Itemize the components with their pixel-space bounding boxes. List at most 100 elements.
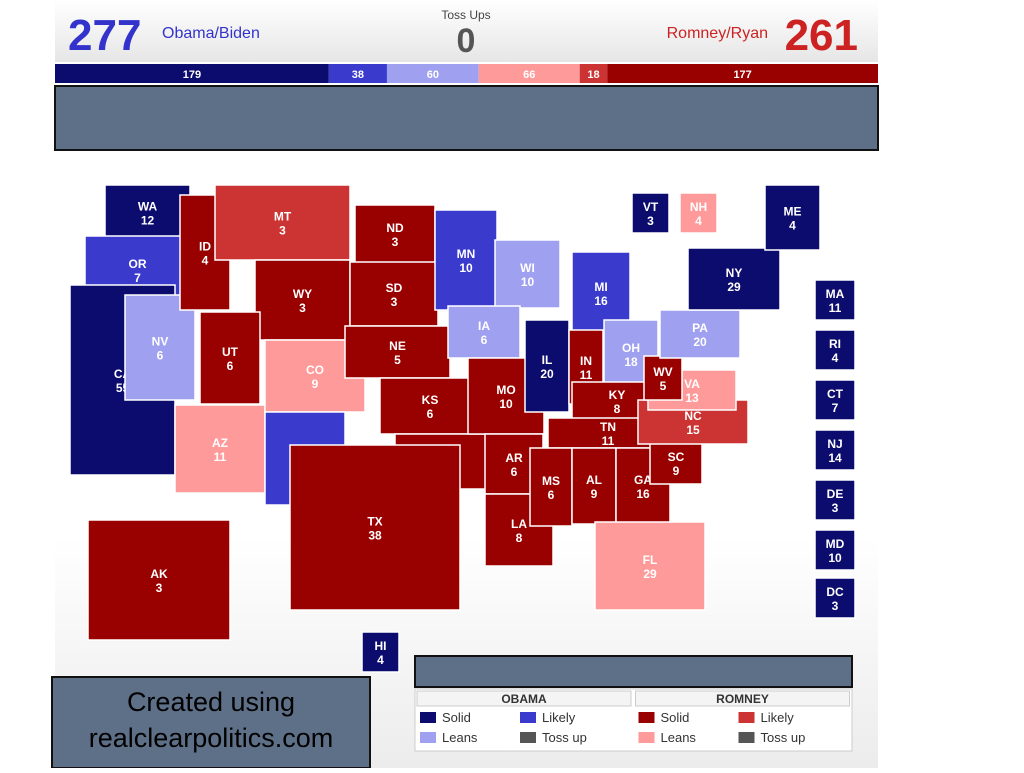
state-abbr: GA <box>634 473 652 487</box>
state-abbr: RI <box>829 337 841 351</box>
state-abbr: AK <box>150 567 168 581</box>
legend-header <box>635 690 850 707</box>
state-votes: 15 <box>686 423 700 437</box>
middle-total: 0 <box>457 22 476 60</box>
state-abbr: UT <box>222 345 239 359</box>
state-abbr: MI <box>594 280 607 294</box>
state <box>571 447 617 525</box>
state <box>174 404 266 494</box>
state-votes: 29 <box>643 567 657 581</box>
state <box>814 529 856 571</box>
state-abbr: AZ <box>212 436 228 450</box>
state <box>344 325 451 379</box>
bar-label: 18 <box>587 69 599 81</box>
legend-swatch <box>638 712 655 723</box>
state <box>379 377 481 435</box>
state <box>289 444 461 611</box>
state <box>814 329 856 371</box>
state-abbr: KS <box>422 393 439 407</box>
bar-segment <box>328 64 387 83</box>
legend-label: Solid <box>442 710 471 725</box>
state <box>354 204 436 264</box>
state <box>87 519 231 641</box>
state-votes: 29 <box>727 280 741 294</box>
bar-segment <box>579 64 608 83</box>
state-abbr: WA <box>138 200 158 214</box>
right-label: Romney/Ryan <box>667 25 768 42</box>
state-votes: 4 <box>789 219 796 233</box>
state <box>524 319 570 413</box>
state-abbr: DC <box>826 585 844 599</box>
legend-label: Toss up <box>761 730 806 745</box>
state-votes: 9 <box>591 487 598 501</box>
bar-label: 66 <box>523 69 535 81</box>
bar-segment <box>55 64 329 83</box>
state-abbr: IL <box>542 353 553 367</box>
state-abbr: IA <box>478 319 490 333</box>
state-votes: 3 <box>156 581 163 595</box>
cover-box <box>54 85 879 151</box>
state-abbr: NH <box>690 200 707 214</box>
state <box>643 355 683 401</box>
bar-label: 177 <box>733 69 751 81</box>
state-votes: 12 <box>141 214 155 228</box>
state-votes: 6 <box>481 333 488 347</box>
state-abbr: SD <box>386 281 403 295</box>
cover-box <box>414 655 853 688</box>
state-votes: 6 <box>227 359 234 373</box>
state-votes: 5 <box>660 379 667 393</box>
state-votes: 11 <box>602 434 615 448</box>
state-votes: 9 <box>312 377 319 391</box>
state-votes: 6 <box>548 488 555 502</box>
legend-label: Leans <box>661 730 697 745</box>
right-total: 261 <box>785 11 858 60</box>
state-abbr: NE <box>389 339 406 353</box>
header-bg <box>55 0 878 62</box>
legend-swatch <box>520 712 536 723</box>
caption: Created using <box>127 687 295 717</box>
legend-swatch <box>520 732 536 743</box>
state-votes: 8 <box>614 402 621 416</box>
state-votes: 5 <box>394 353 401 367</box>
state-abbr: MO <box>496 383 515 397</box>
state <box>814 379 856 421</box>
state-votes: 3 <box>832 501 839 515</box>
legend-label: Likely <box>542 710 576 725</box>
state-abbr: WV <box>653 365 672 379</box>
state-abbr: CO <box>306 363 324 377</box>
state <box>814 429 856 471</box>
state-votes: 11 <box>829 301 842 315</box>
state-abbr: NJ <box>827 437 842 451</box>
state-votes: 6 <box>511 465 518 479</box>
legend-label: Solid <box>661 710 690 725</box>
state <box>687 247 781 311</box>
legend: OBAMA Solid Likely Leans Toss up ROMNEY Solid L… <box>414 688 853 752</box>
caption-box <box>51 676 371 769</box>
bar-label: 179 <box>183 69 201 81</box>
state-votes: 3 <box>391 295 398 309</box>
state-abbr: PA <box>692 321 708 335</box>
state-abbr: NC <box>684 409 702 423</box>
state <box>494 239 561 309</box>
state <box>199 311 261 405</box>
state <box>659 309 741 359</box>
state-votes: 18 <box>624 355 638 369</box>
state-abbr: ND <box>386 221 404 235</box>
caption: realclearpolitics.com <box>89 723 334 753</box>
state <box>349 261 439 327</box>
state <box>594 521 706 611</box>
state-votes: 10 <box>828 551 842 565</box>
state <box>124 294 196 401</box>
state-abbr: VA <box>684 377 700 391</box>
map: WA12OR7CA55NV6ID4MT3WY3UT6AZ11CO9NM5ND3S… <box>69 184 856 673</box>
state-votes: 16 <box>594 294 608 308</box>
state <box>529 447 573 527</box>
state-abbr: DE <box>827 487 844 501</box>
state-abbr: MN <box>457 247 476 261</box>
state-votes: 3 <box>832 599 839 613</box>
state-votes: 20 <box>693 335 707 349</box>
legend-swatch <box>738 732 755 743</box>
state-votes: 4 <box>377 653 384 667</box>
state-votes: 8 <box>516 531 523 545</box>
